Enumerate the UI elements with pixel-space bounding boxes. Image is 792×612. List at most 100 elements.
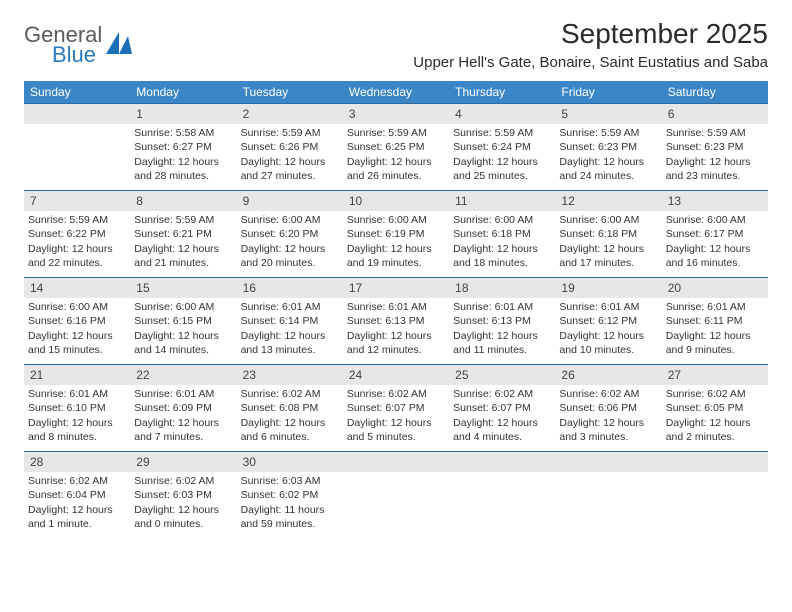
day-body: Sunrise: 6:00 AMSunset: 6:18 PMDaylight:…	[449, 211, 555, 274]
daylight-line: Daylight: 12 hours and 13 minutes.	[241, 329, 339, 357]
sunrise-line: Sunrise: 6:01 AM	[347, 300, 445, 314]
day-body: Sunrise: 6:00 AMSunset: 6:15 PMDaylight:…	[130, 298, 236, 361]
sunset-line: Sunset: 6:10 PM	[28, 401, 126, 415]
day-cell: 23 Sunrise: 6:02 AMSunset: 6:08 PMDayligh…	[237, 365, 343, 451]
day-cell: 14Sunrise: 6:00 AMSunset: 6:16 PMDayligh…	[24, 278, 130, 364]
sunrise-line: Sunrise: 5:59 AM	[241, 126, 339, 140]
day-cell: 13Sunrise: 6:00 AMSunset: 6:17 PMDayligh…	[662, 191, 768, 277]
day-number	[555, 452, 661, 472]
day-number: 9	[237, 191, 343, 211]
daylight-line: Daylight: 12 hours and 6 minutes.	[241, 416, 339, 444]
day-number	[662, 452, 768, 472]
sunrise-line: Sunrise: 6:01 AM	[453, 300, 551, 314]
sunset-line: Sunset: 6:08 PM	[241, 401, 339, 415]
sunset-line: Sunset: 6:07 PM	[453, 401, 551, 415]
sunrise-line: Sunrise: 5:59 AM	[28, 213, 126, 227]
sunrise-line: Sunrise: 6:01 AM	[134, 387, 232, 401]
sunset-line: Sunset: 6:23 PM	[559, 140, 657, 154]
day-cell: 18Sunrise: 6:01 AMSunset: 6:13 PMDayligh…	[449, 278, 555, 364]
day-number: 14	[24, 278, 130, 298]
day-number: 23	[237, 365, 343, 385]
sunrise-line: Sunrise: 6:02 AM	[453, 387, 551, 401]
day-body	[449, 472, 555, 538]
day-cell: 26Sunrise: 6:02 AMSunset: 6:06 PMDayligh…	[555, 365, 661, 451]
day-number: 1	[130, 104, 236, 124]
day-cell: 2Sunrise: 5:59 AMSunset: 6:26 PMDaylight…	[237, 104, 343, 190]
day-cell: 24 Sunrise: 6:02 AMSunset: 6:07 PMDayligh…	[343, 365, 449, 451]
daylight-line: Daylight: 12 hours and 15 minutes.	[28, 329, 126, 357]
sunrise-line: Sunrise: 5:59 AM	[559, 126, 657, 140]
day-cell: 25Sunrise: 6:02 AMSunset: 6:07 PMDayligh…	[449, 365, 555, 451]
day-cell: 6Sunrise: 5:59 AMSunset: 6:23 PMDaylight…	[662, 104, 768, 190]
brand-text: General Blue	[24, 24, 102, 66]
daylight-line: Daylight: 12 hours and 19 minutes.	[347, 242, 445, 270]
title-block: September 2025 Upper Hell's Gate, Bonair…	[413, 18, 768, 71]
day-body: Sunrise: 6:01 AMSunset: 6:12 PMDaylight:…	[555, 298, 661, 361]
brand-line2: Blue	[52, 44, 102, 66]
sunrise-line: Sunrise: 6:02 AM	[241, 387, 339, 401]
day-cell: 20Sunrise: 6:01 AMSunset: 6:11 PMDayligh…	[662, 278, 768, 364]
day-cell: 4Sunrise: 5:59 AMSunset: 6:24 PMDaylight…	[449, 104, 555, 190]
daylight-line: Daylight: 12 hours and 9 minutes.	[666, 329, 764, 357]
day-body: Sunrise: 6:01 AMSunset: 6:14 PMDaylight:…	[237, 298, 343, 361]
day-number: 22	[130, 365, 236, 385]
day-body	[343, 472, 449, 538]
sunset-line: Sunset: 6:18 PM	[453, 227, 551, 241]
sunset-line: Sunset: 6:25 PM	[347, 140, 445, 154]
day-body: Sunrise: 6:00 AMSunset: 6:16 PMDaylight:…	[24, 298, 130, 361]
day-number	[449, 452, 555, 472]
day-number: 24	[343, 365, 449, 385]
day-number: 15	[130, 278, 236, 298]
daylight-line: Daylight: 12 hours and 27 minutes.	[241, 155, 339, 183]
sunrise-line: Sunrise: 6:00 AM	[666, 213, 764, 227]
sunrise-line: Sunrise: 6:00 AM	[453, 213, 551, 227]
sunrise-line: Sunrise: 6:01 AM	[559, 300, 657, 314]
day-number: 21	[24, 365, 130, 385]
calendar-grid: SundayMondayTuesdayWednesdayThursdayFrid…	[24, 81, 768, 538]
day-cell: 15Sunrise: 6:00 AMSunset: 6:15 PMDayligh…	[130, 278, 236, 364]
day-cell: 19Sunrise: 6:01 AMSunset: 6:12 PMDayligh…	[555, 278, 661, 364]
week-row: 28Sunrise: 6:02 AMSunset: 6:04 PMDayligh…	[24, 451, 768, 538]
sunset-line: Sunset: 6:24 PM	[453, 140, 551, 154]
sunrise-line: Sunrise: 6:02 AM	[347, 387, 445, 401]
day-cell: 5Sunrise: 5:59 AMSunset: 6:23 PMDaylight…	[555, 104, 661, 190]
sunset-line: Sunset: 6:07 PM	[347, 401, 445, 415]
daylight-line: Daylight: 12 hours and 16 minutes.	[666, 242, 764, 270]
daylight-line: Daylight: 12 hours and 23 minutes.	[666, 155, 764, 183]
daylight-line: Daylight: 12 hours and 7 minutes.	[134, 416, 232, 444]
daylight-line: Daylight: 12 hours and 1 minute.	[28, 503, 126, 531]
sunset-line: Sunset: 6:02 PM	[241, 488, 339, 502]
sunset-line: Sunset: 6:16 PM	[28, 314, 126, 328]
day-body: Sunrise: 5:59 AMSunset: 6:24 PMDaylight:…	[449, 124, 555, 187]
daylight-line: Daylight: 12 hours and 12 minutes.	[347, 329, 445, 357]
day-cell: 11Sunrise: 6:00 AMSunset: 6:18 PMDayligh…	[449, 191, 555, 277]
day-body: Sunrise: 6:02 AMSunset: 6:07 PMDaylight:…	[449, 385, 555, 448]
day-number: 20	[662, 278, 768, 298]
day-cell: 28Sunrise: 6:02 AMSunset: 6:04 PMDayligh…	[24, 452, 130, 538]
sunrise-line: Sunrise: 5:59 AM	[347, 126, 445, 140]
sunrise-line: Sunrise: 5:59 AM	[453, 126, 551, 140]
daylight-line: Daylight: 11 hours and 59 minutes.	[241, 503, 339, 531]
sunset-line: Sunset: 6:04 PM	[28, 488, 126, 502]
day-number: 17	[343, 278, 449, 298]
sunset-line: Sunset: 6:06 PM	[559, 401, 657, 415]
day-body: Sunrise: 6:00 AMSunset: 6:20 PMDaylight:…	[237, 211, 343, 274]
sunrise-line: Sunrise: 6:02 AM	[666, 387, 764, 401]
day-cell: 7Sunrise: 5:59 AMSunset: 6:22 PMDaylight…	[24, 191, 130, 277]
day-number: 4	[449, 104, 555, 124]
month-title: September 2025	[413, 18, 768, 50]
day-cell	[662, 452, 768, 538]
day-number: 11	[449, 191, 555, 211]
sunrise-line: Sunrise: 6:01 AM	[666, 300, 764, 314]
day-body	[555, 472, 661, 538]
day-number: 5	[555, 104, 661, 124]
sunset-line: Sunset: 6:15 PM	[134, 314, 232, 328]
daylight-line: Daylight: 12 hours and 11 minutes.	[453, 329, 551, 357]
sunset-line: Sunset: 6:03 PM	[134, 488, 232, 502]
daylight-line: Daylight: 12 hours and 5 minutes.	[347, 416, 445, 444]
day-number: 29	[130, 452, 236, 472]
day-body: Sunrise: 6:01 AMSunset: 6:11 PMDaylight:…	[662, 298, 768, 361]
day-body: Sunrise: 5:59 AMSunset: 6:21 PMDaylight:…	[130, 211, 236, 274]
day-cell	[449, 452, 555, 538]
day-body	[24, 124, 130, 190]
